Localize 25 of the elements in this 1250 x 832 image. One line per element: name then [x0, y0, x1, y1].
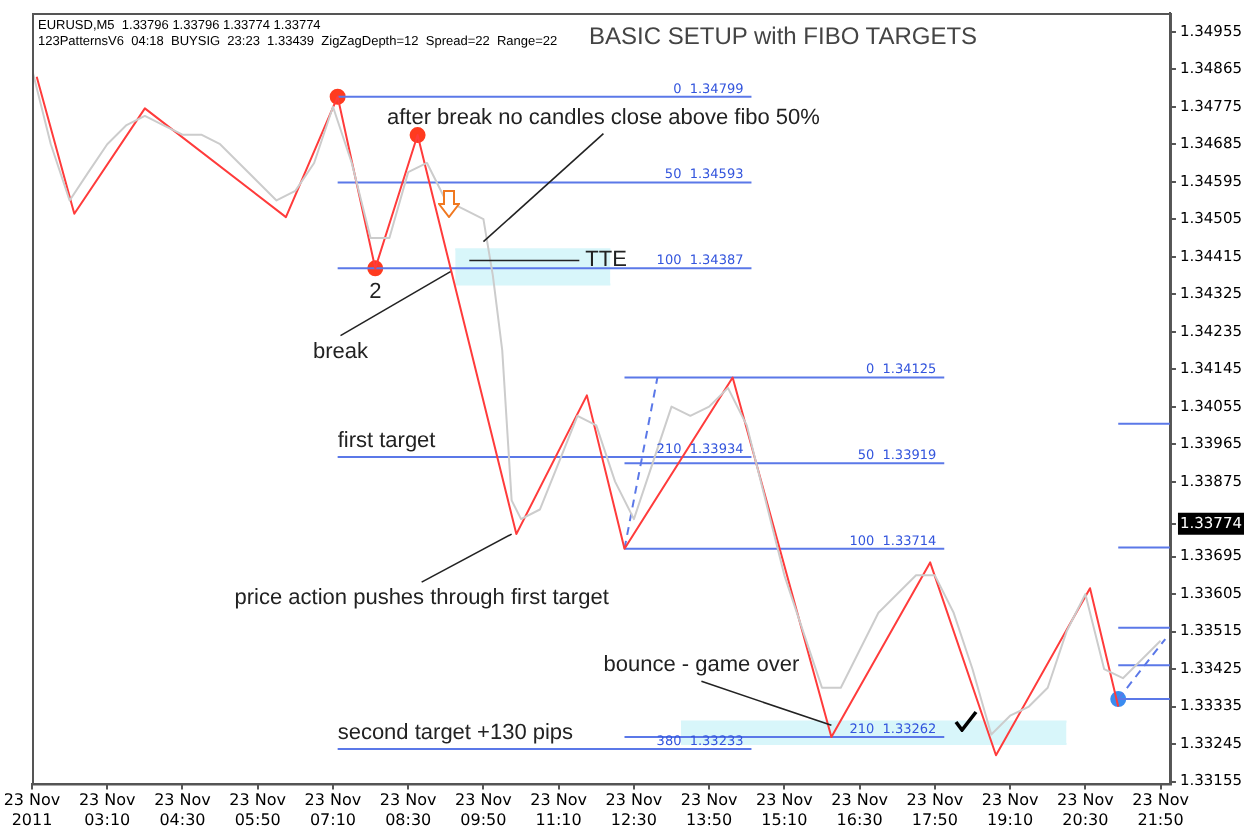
annotation: second target +130 pips	[337, 721, 575, 746]
x-tick-label: 23 Nov 08:30	[379, 791, 438, 829]
x-tick-label: 23 Nov 12:30	[605, 791, 663, 829]
x-tick-label: 23 Nov 13:50	[680, 791, 738, 829]
annotation: 2	[369, 280, 382, 305]
x-tick-label: 23 Nov 15:10	[756, 791, 814, 829]
annotation: TTE	[585, 248, 627, 273]
annotation: bounce - game over	[603, 653, 800, 678]
x-tick-label: 23 Nov 21:50	[1132, 791, 1190, 829]
annotation: first target	[337, 429, 436, 454]
x-tick-label: 23 Nov 17:50	[906, 791, 964, 829]
x-tick-label: 23 Nov 11:10	[530, 791, 588, 829]
x-tick-label: 23 Nov 03:10	[78, 791, 137, 829]
x-tick-label: 23 Nov 2011	[3, 791, 61, 829]
x-tick-label: 23 Nov 20:30	[1056, 791, 1115, 829]
x-tick-label: 23 Nov 16:30	[831, 791, 889, 829]
annotation: break	[312, 339, 370, 364]
annotation: after break no candles close above fibo 50%	[386, 105, 821, 130]
chart-title: BASIC SETUP with FIBO TARGETS	[589, 21, 978, 50]
x-tick-label: 23 Nov 04:30	[154, 791, 212, 829]
x-tick-label: 23 Nov 19:10	[981, 791, 1039, 829]
x-tick-label: 23 Nov 05:50	[229, 791, 287, 829]
annotation: price action pushes through first target	[234, 586, 609, 611]
x-tick-label: 23 Nov 07:10	[304, 791, 362, 829]
x-tick-label: 23 Nov 09:50	[455, 791, 513, 829]
